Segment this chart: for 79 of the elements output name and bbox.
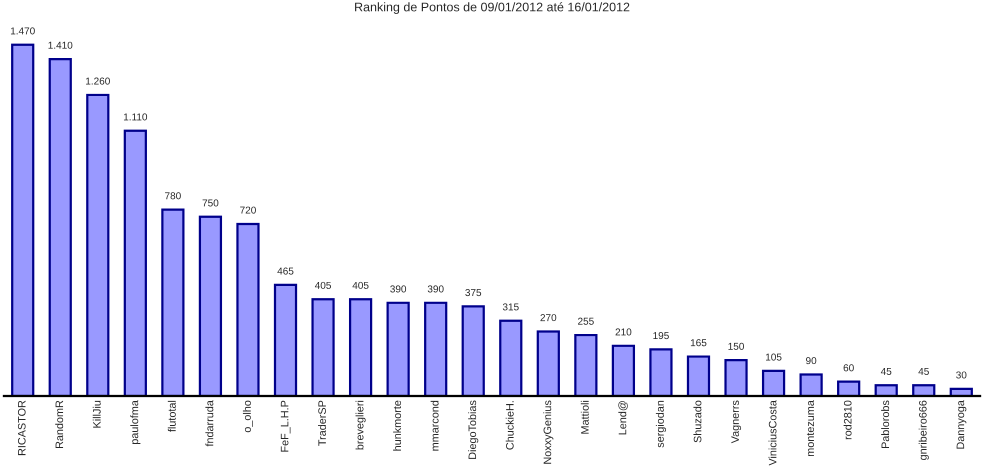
x-tick-label: Mattioli	[580, 400, 589, 434]
x-tick-label: hunkmorte	[393, 400, 402, 451]
data-label: 405	[352, 282, 369, 289]
x-tick-label: fndarruda	[205, 400, 214, 446]
data-label: 1.470	[10, 27, 35, 34]
x-tick-label: gnribeiro666	[918, 400, 929, 460]
bar	[499, 320, 522, 396]
data-label: 195	[653, 332, 669, 340]
data-label: 780	[165, 192, 181, 200]
bar	[348, 298, 372, 396]
data-label: 90	[806, 357, 816, 364]
data-label: 750	[202, 199, 218, 206]
data-label: 390	[390, 285, 406, 292]
bar	[124, 130, 147, 396]
x-tick-label: RICASTOR	[18, 400, 26, 456]
bar	[874, 384, 898, 396]
bar	[649, 348, 673, 396]
bar	[536, 330, 560, 396]
x-tick-label: ViniciusCosta	[768, 400, 776, 466]
data-label: 465	[277, 268, 294, 275]
x-tick-label: breveglieri	[356, 400, 366, 450]
x-tick-label: Vagnerrs	[731, 400, 742, 444]
data-label: 30	[956, 371, 966, 379]
bar	[161, 208, 185, 396]
bar	[274, 284, 298, 396]
data-label: 270	[540, 314, 556, 322]
x-tick-label: o_olho	[242, 400, 253, 432]
x-tick-label: ChuckieH.	[506, 401, 514, 450]
bar	[86, 94, 110, 396]
x-tick-label: mmarcond	[430, 400, 439, 451]
chart-title: Ranking de Pontos de 09/01/2012 até 16/01/2012	[355, 2, 630, 14]
x-tick-label: NoxxyGenius	[543, 400, 554, 464]
bar	[574, 334, 598, 396]
bar	[612, 344, 636, 396]
bar	[686, 355, 710, 396]
data-label: 60	[844, 364, 854, 372]
x-tick-label: Shuzado	[693, 400, 702, 442]
data-label: 1.410	[48, 42, 72, 49]
bar	[837, 380, 860, 396]
data-label: 390	[428, 285, 444, 292]
x-tick-label: rod2810	[844, 400, 852, 440]
x-tick-label: KillJiu	[92, 400, 101, 428]
data-label: 165	[690, 339, 706, 346]
x-tick-label: TraderSP	[318, 400, 326, 446]
x-tick-label: flutotal	[168, 400, 176, 432]
bar	[799, 373, 823, 396]
x-tick-label: Lend@	[618, 401, 628, 434]
bar	[462, 305, 485, 396]
data-label: 210	[616, 328, 632, 336]
x-tick-label: Dannyoga	[956, 400, 966, 449]
bar	[762, 370, 786, 396]
bar	[311, 298, 335, 396]
data-label: 1.260	[86, 78, 110, 85]
data-label: 315	[502, 303, 519, 310]
bar	[724, 359, 748, 396]
bar	[424, 302, 448, 396]
bar	[912, 384, 936, 396]
bar	[950, 388, 973, 396]
data-label: 1.110	[124, 113, 148, 120]
data-label: 255	[578, 318, 594, 325]
x-tick-label: sergiodan	[656, 400, 666, 448]
bar	[11, 44, 34, 396]
bar	[48, 58, 72, 396]
bar	[386, 302, 410, 396]
bar	[198, 216, 222, 396]
x-tick-label: paulofma	[130, 400, 140, 444]
data-label: 45	[918, 368, 929, 375]
x-tick-label: montezuma	[806, 400, 814, 456]
bar	[236, 222, 260, 396]
data-label: 405	[314, 282, 331, 289]
data-label: 105	[766, 354, 782, 361]
data-label: 45	[880, 368, 892, 375]
data-label: 150	[728, 342, 744, 350]
x-tick-label: DiegoTobias	[468, 400, 478, 459]
data-label: 375	[465, 289, 482, 296]
x-tick-label: RandomR	[55, 400, 64, 448]
x-tick-label: FeF_L.H.P	[280, 400, 290, 452]
data-label: 720	[240, 206, 256, 214]
x-tick-label: Pablorobs	[881, 400, 890, 448]
